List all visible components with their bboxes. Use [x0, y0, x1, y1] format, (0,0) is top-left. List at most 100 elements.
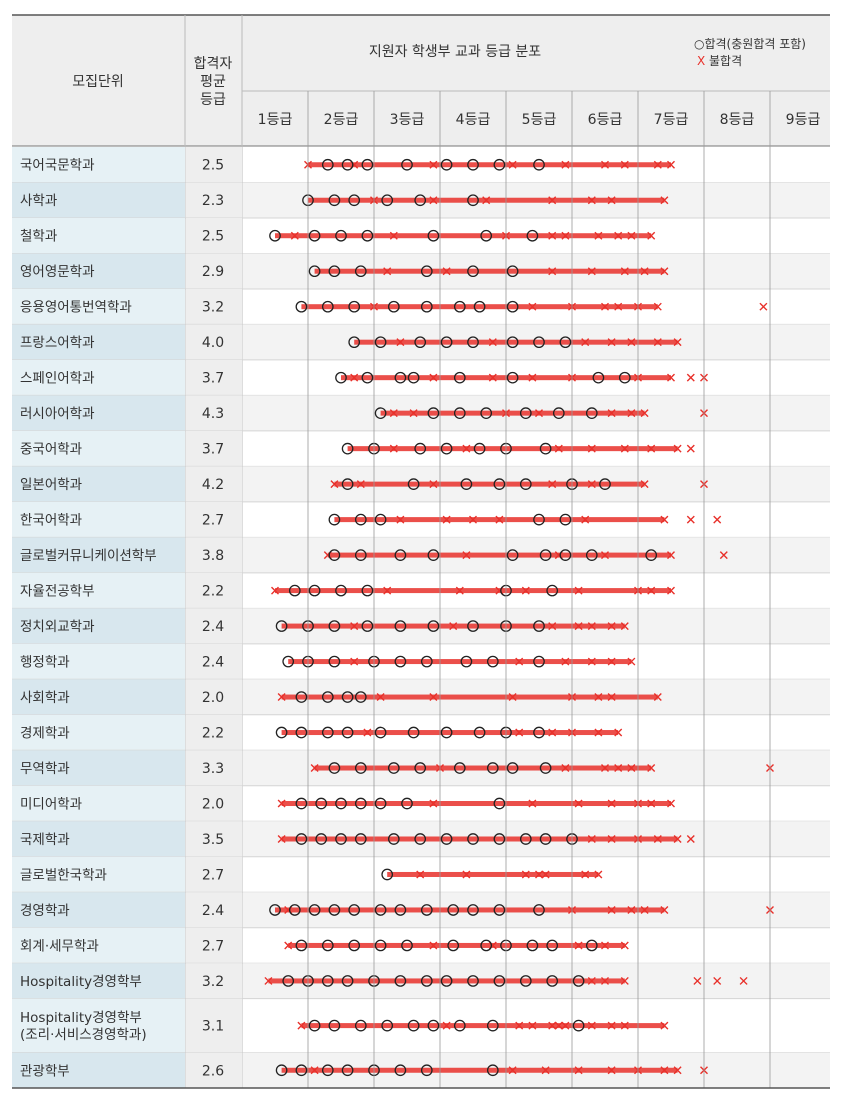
pass-mark: [599, 478, 611, 490]
pass-mark: [374, 797, 387, 810]
fail-mark: [620, 976, 629, 985]
pass-mark: [407, 726, 420, 739]
fail-mark: [290, 231, 299, 240]
row-name: Hospitality경영학부: [20, 1010, 142, 1026]
fail-mark: [535, 870, 543, 879]
pass-mark: [321, 300, 334, 313]
pass-mark: [328, 194, 341, 207]
row-name-cell: [12, 359, 185, 396]
pass-mark: [539, 442, 552, 455]
row-average: 3.2: [202, 300, 224, 316]
pass-mark: [308, 265, 321, 278]
pass-mark: [519, 833, 532, 845]
pass-mark: [381, 868, 394, 881]
fail-density-band: [281, 730, 619, 736]
pass-mark: [572, 1019, 585, 1032]
pass-mark: [394, 1064, 407, 1077]
pass-mark: [493, 158, 506, 171]
fail-density-band: [288, 659, 632, 665]
pass-mark: [328, 620, 341, 632]
pass-mark: [348, 194, 361, 207]
pass-mark: [526, 229, 539, 242]
fail-mark: [647, 231, 656, 240]
pass-mark: [533, 336, 545, 349]
fail-mark: [607, 1066, 616, 1075]
pass-mark: [321, 1064, 334, 1077]
pass-mark: [427, 407, 440, 420]
fail-mark: [574, 941, 583, 950]
fail-mark: [667, 373, 675, 382]
pass-mark: [493, 975, 506, 987]
fail-mark: [277, 799, 286, 808]
row-avg-cell: [186, 182, 242, 218]
pass-mark: [308, 584, 321, 597]
fail-mark: [310, 764, 319, 773]
fail-mark: [383, 267, 392, 276]
fail-mark: [601, 764, 609, 773]
data-row: 응용영어통번역학과 3.2: [12, 288, 830, 325]
pass-mark: [420, 1064, 433, 1077]
fail-mark: [574, 622, 583, 631]
fail-mark: [462, 870, 471, 879]
fail-density-band: [314, 765, 652, 771]
fail-mark: [561, 657, 570, 666]
fail-mark: [713, 515, 722, 524]
fail-mark: [528, 799, 537, 808]
row-name-cell: [12, 892, 185, 928]
row-name: 정치외교학과: [20, 619, 95, 635]
pass-mark: [473, 300, 486, 313]
fail-mark: [528, 373, 537, 382]
fail-density-band: [281, 694, 658, 700]
fail-mark: [330, 480, 339, 489]
fail-mark: [350, 657, 359, 666]
pass-mark: [453, 1019, 466, 1032]
pass-mark: [585, 407, 598, 420]
row-name-cell: [12, 750, 185, 786]
pass-mark: [533, 726, 545, 739]
legend-pass: ○합격(충원합격 포함): [694, 37, 806, 51]
pass-mark: [559, 336, 572, 349]
fail-density-band: [308, 162, 671, 168]
row-name-cell: [12, 856, 185, 893]
row-avg-cell: [186, 714, 242, 751]
row-average: 2.4: [202, 903, 224, 919]
fail-mark: [640, 409, 649, 418]
fail-mark: [640, 480, 649, 489]
legend-fail-mark: X: [697, 54, 705, 68]
row-name: 응용영어통번역학과: [20, 300, 132, 316]
fail-mark: [614, 728, 623, 737]
pass-mark: [361, 584, 374, 597]
pass-mark: [295, 833, 308, 845]
row-avg-cell: [186, 288, 242, 325]
row-average: 2.6: [202, 1063, 224, 1079]
pass-mark: [447, 904, 460, 916]
fail-mark: [594, 870, 603, 879]
row-name: 러시아어학과: [20, 406, 95, 422]
row-name: 사회학과: [20, 690, 70, 706]
row-avg-cell: [186, 253, 242, 289]
fail-mark: [389, 444, 398, 453]
pass-mark: [427, 620, 440, 632]
fail-mark: [647, 764, 656, 773]
pass-mark: [374, 904, 387, 916]
fail-mark: [614, 302, 623, 311]
fail-mark: [693, 976, 702, 985]
data-row: 글로벌커뮤니케이션학부 3.8: [12, 537, 830, 574]
pass-mark: [539, 762, 552, 774]
data-row: 프랑스어학과 4.0: [12, 324, 830, 361]
pass-mark: [308, 1019, 321, 1032]
pass-mark: [420, 975, 433, 987]
pass-mark: [572, 975, 585, 987]
fail-mark: [607, 1021, 616, 1030]
pass-mark: [533, 513, 545, 526]
row-avg-cell: [186, 785, 242, 822]
x-tick-label: 3등급: [390, 112, 425, 128]
pass-mark: [348, 939, 361, 952]
row-name: 경영학과: [20, 903, 70, 919]
pass-mark: [453, 300, 466, 313]
pass-mark: [328, 513, 341, 526]
row-avg-cell: [186, 537, 242, 573]
row-average: 2.7: [202, 938, 224, 954]
fail-mark: [587, 834, 596, 843]
x-tick-label: 7등급: [654, 112, 689, 128]
